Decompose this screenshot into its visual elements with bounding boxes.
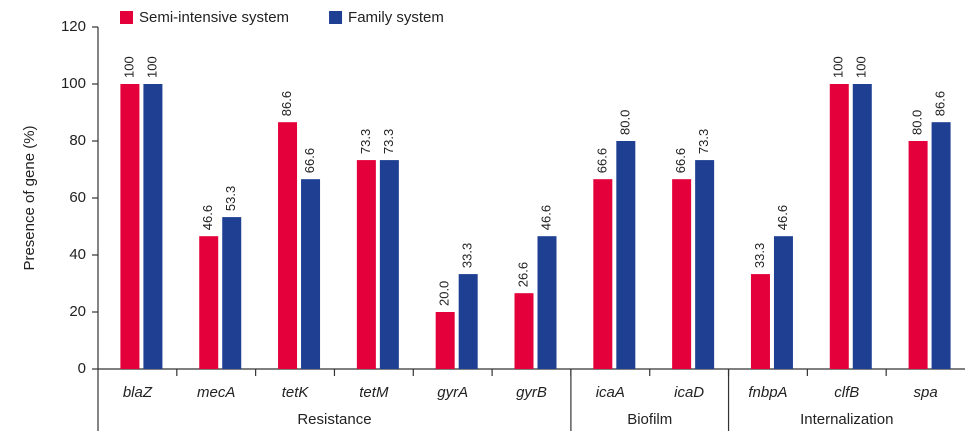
bar	[908, 141, 928, 369]
bar	[435, 312, 455, 369]
bar	[695, 160, 715, 369]
value-label: 100	[121, 56, 136, 78]
value-label: 80.0	[617, 110, 632, 135]
bar	[356, 160, 376, 369]
value-label: 100	[854, 56, 869, 78]
value-label: 66.6	[302, 148, 317, 173]
group-label: Biofilm	[627, 411, 672, 428]
value-label: 46.6	[775, 205, 790, 230]
value-label: 46.6	[538, 205, 553, 230]
x-tick-label: blaZ	[123, 384, 153, 401]
value-label: 73.3	[696, 129, 711, 154]
bar	[379, 160, 399, 369]
y-tick-label: 100	[61, 75, 86, 92]
bar	[537, 236, 557, 369]
bar	[458, 274, 478, 369]
y-tick-label: 80	[69, 132, 86, 149]
value-label: 20.0	[437, 281, 452, 306]
x-tick-label: clfB	[834, 384, 859, 401]
legend-swatch	[329, 11, 343, 24]
x-tick-label: tetK	[282, 384, 310, 401]
bar	[672, 179, 692, 369]
bar	[222, 217, 242, 369]
x-tick-label: gyrA	[437, 384, 468, 401]
value-label: 46.6	[200, 205, 215, 230]
bar	[278, 122, 298, 369]
bar	[829, 84, 849, 369]
bar	[301, 179, 321, 369]
value-label: 66.6	[673, 148, 688, 173]
x-tick-label: spa	[913, 384, 937, 401]
x-tick-label: tetM	[359, 384, 389, 401]
group-label: Resistance	[297, 411, 371, 428]
legend-label: Family system	[348, 9, 444, 26]
bar	[120, 84, 140, 369]
value-label: 73.3	[381, 129, 396, 154]
x-tick-label: icaD	[674, 384, 704, 401]
value-label: 26.6	[515, 262, 530, 287]
value-label: 86.6	[933, 91, 948, 116]
value-label: 53.3	[223, 186, 238, 211]
value-label: 66.6	[594, 148, 609, 173]
x-tick-label: gyrB	[516, 384, 547, 401]
bar	[750, 274, 770, 369]
y-tick-label: 60	[69, 189, 86, 206]
legend-swatch	[120, 11, 133, 24]
bar	[593, 179, 613, 369]
y-tick-label: 120	[61, 18, 86, 35]
bar	[852, 84, 872, 369]
y-axis-label: Presence of gene (%)	[21, 125, 38, 270]
value-label: 33.3	[460, 243, 475, 268]
x-tick-label: mecA	[197, 384, 235, 401]
x-tick-label: icaA	[596, 384, 625, 401]
bar	[143, 84, 163, 369]
value-label: 80.0	[910, 110, 925, 135]
value-label: 33.3	[752, 243, 767, 268]
bar	[931, 122, 951, 369]
x-tick-label: fnbpA	[748, 384, 787, 401]
value-label: 73.3	[358, 129, 373, 154]
bar	[199, 236, 219, 369]
y-tick-label: 40	[69, 246, 86, 263]
legend-label: Semi-intensive system	[139, 9, 289, 26]
y-tick-label: 20	[69, 303, 86, 320]
bar	[773, 236, 793, 369]
value-label: 86.6	[279, 91, 294, 116]
y-tick-label: 0	[78, 360, 86, 377]
value-label: 100	[831, 56, 846, 78]
group-label: Internalization	[800, 411, 893, 428]
value-label: 100	[144, 56, 159, 78]
bar	[616, 141, 636, 369]
bar	[514, 293, 534, 369]
